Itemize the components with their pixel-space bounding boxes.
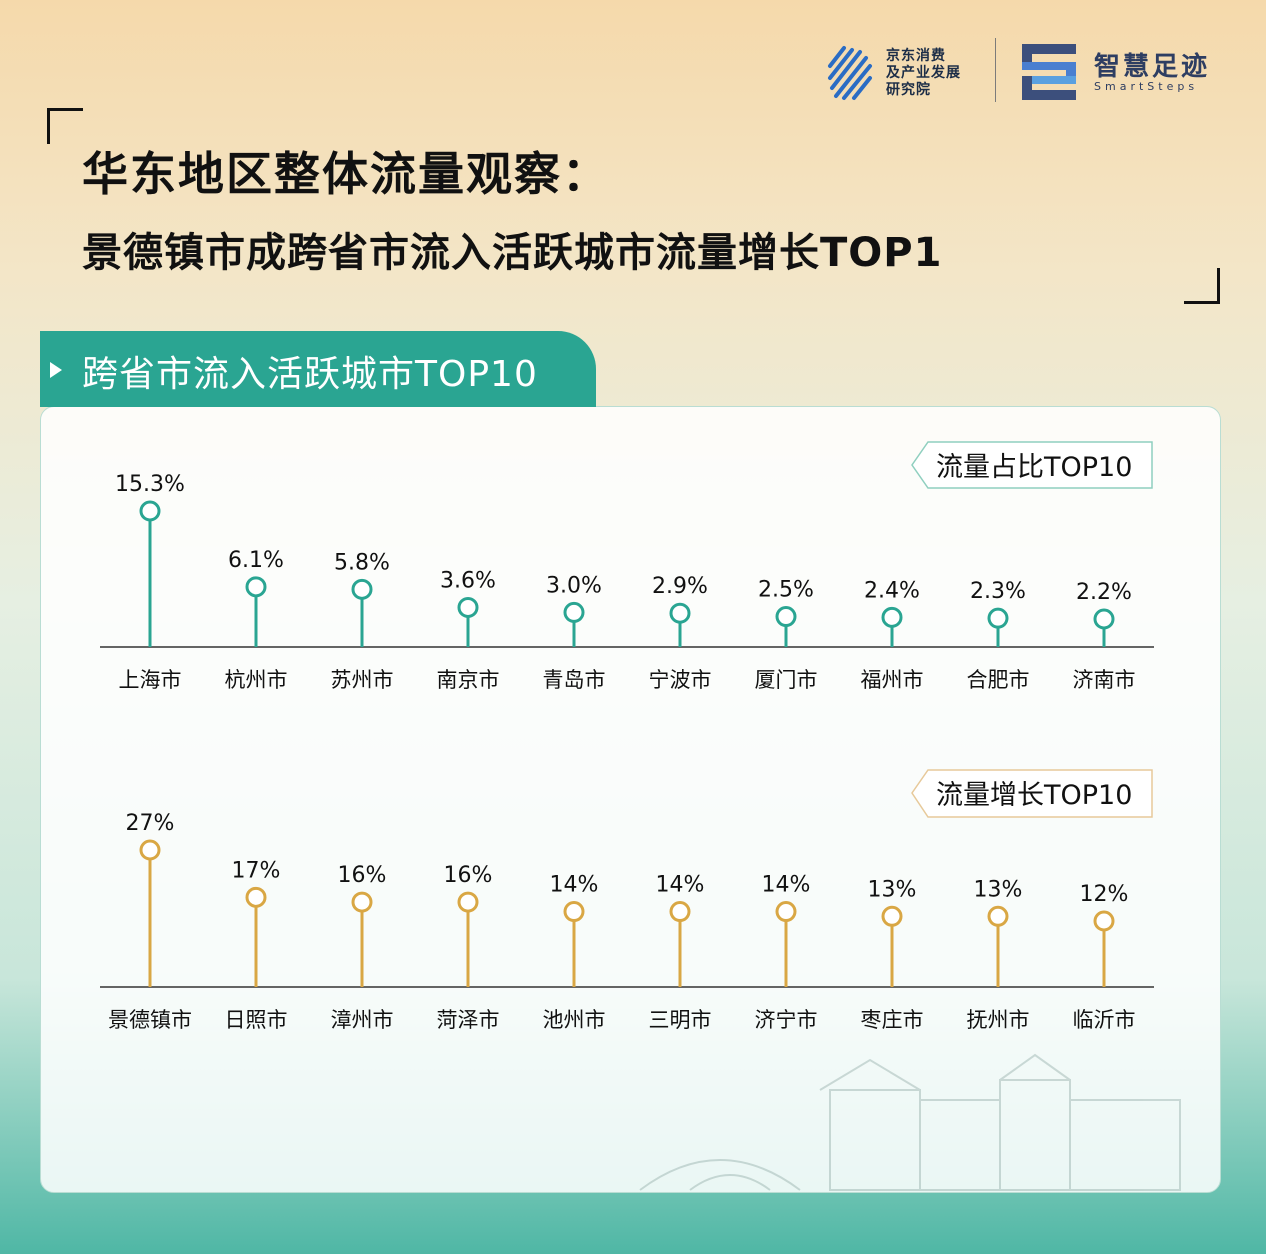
title-corner-top-left (47, 108, 83, 144)
chart-share-category-label: 杭州市 (225, 668, 288, 692)
chart-share-value-label: 3.6% (440, 568, 496, 593)
chart-share-category-label: 厦门市 (755, 668, 818, 692)
chart-share-point (881, 606, 903, 628)
chart-growth-category-label: 日照市 (225, 1008, 288, 1032)
chart-growth-point (139, 839, 161, 861)
chart-share-point (775, 606, 797, 628)
smartsteps-mark-icon (1022, 44, 1076, 100)
chart-share-title-tag: 流量占比TOP10 (911, 441, 1153, 489)
chart-growth-point (1093, 910, 1115, 932)
chart-growth-category-label: 济宁市 (755, 1008, 818, 1032)
chart-share-value-label: 5.8% (334, 550, 390, 575)
play-triangle-icon (50, 362, 62, 378)
chart-share-point (987, 607, 1009, 629)
logo-divider (995, 38, 996, 102)
chart-growth-point (669, 901, 691, 923)
chart-growth-title: 流量增长TOP10 (936, 780, 1132, 811)
chart-share-point (139, 500, 161, 522)
smartsteps-name: 智慧足迹 (1094, 52, 1211, 82)
jd-institute-logo: 京东消费 及产业发展 研究院 (826, 42, 986, 104)
chart-growth-point (457, 891, 479, 913)
chart-growth-category-label: 临沂市 (1073, 1008, 1136, 1032)
chart-share-point (457, 596, 479, 618)
chart-share-point (669, 602, 691, 624)
chart-growth-value-label: 12% (1080, 882, 1129, 907)
chart-share-value-label: 3.0% (546, 573, 602, 598)
chart-growth-category-label: 景德镇市 (108, 1008, 192, 1032)
chart-share-point (245, 576, 267, 598)
chart-growth-point (351, 891, 373, 913)
chart-share-value-label: 6.1% (228, 548, 284, 573)
jd-institute-line-3: 研究院 (886, 82, 931, 98)
chart-growth-value-label: 17% (232, 858, 281, 883)
chart-growth-category-label: 枣庄市 (861, 1008, 924, 1032)
section-tab-label: 跨省市流入活跃城市TOP10 (82, 354, 538, 395)
chart-growth-value-label: 13% (974, 877, 1023, 902)
chart-share-category-label: 福州市 (861, 668, 924, 692)
chart-share-value-label: 2.9% (652, 574, 708, 599)
jd-institute-line-1: 京东消费 (886, 48, 946, 64)
chart-growth-value-label: 13% (868, 877, 917, 902)
chart-share-value-label: 2.4% (864, 578, 920, 603)
chart-growth: 流量增长TOP10 27% 17% 16% 16% 14% 14% 14% 13% 13% 12%… (100, 769, 1154, 1032)
chart-share-value-label: 2.5% (758, 578, 814, 603)
chart-growth-point (987, 905, 1009, 927)
chart-growth-value-label: 14% (656, 873, 705, 898)
chart-share-title: 流量占比TOP10 (936, 452, 1132, 483)
smartsteps-sub: SmartSteps (1094, 80, 1199, 93)
page-subtitle: 景德镇市成跨省市流入活跃城市流量增长TOP1 (82, 230, 943, 276)
chart-growth-value-label: 14% (550, 873, 599, 898)
chart-growth-category-label: 菏泽市 (437, 1008, 500, 1032)
chart-growth-value-label: 16% (338, 863, 387, 888)
chart-share-category-label: 上海市 (119, 668, 182, 692)
scenery-decoration (639, 1053, 1181, 1191)
chart-share-value-label: 2.3% (970, 579, 1026, 604)
chart-growth-value-label: 14% (762, 873, 811, 898)
chart-share-category-label: 宁波市 (649, 668, 712, 692)
chart-share-category-label: 合肥市 (967, 668, 1030, 692)
chart-share-value-label: 15.3% (115, 472, 185, 497)
chart-growth-point (775, 901, 797, 923)
chart-growth-title-tag: 流量增长TOP10 (911, 769, 1153, 818)
jd-institute-mark-icon (828, 46, 872, 100)
chart-share-category-label: 青岛市 (543, 668, 606, 692)
page-title: 华东地区整体流量观察： (82, 147, 610, 201)
title-corner-bottom-right (1184, 268, 1220, 304)
chart-growth-value-label: 27% (126, 811, 175, 836)
chart-growth-point (563, 901, 585, 923)
chart-share-category-label: 苏州市 (331, 668, 394, 692)
chart-growth-category-label: 漳州市 (331, 1008, 394, 1032)
section-tab: 跨省市流入活跃城市TOP10 (40, 331, 596, 407)
chart-growth-value-label: 16% (444, 863, 493, 888)
chart-share-point (1093, 608, 1115, 630)
chart-growth-point (881, 905, 903, 927)
smartsteps-logo: 智慧足迹 SmartSteps (1022, 42, 1222, 104)
chart-share-point (563, 601, 585, 623)
jd-institute-line-2: 及产业发展 (886, 65, 961, 81)
chart-growth-category-label: 池州市 (543, 1008, 606, 1032)
chart-growth-point (245, 886, 267, 908)
chart-share-point (351, 578, 373, 600)
chart-share-category-label: 济南市 (1073, 668, 1136, 692)
chart-share: 流量占比TOP10 15.3% 6.1% 5.8% 3.6% 3.0% 2.9% 2.5% 2… (100, 441, 1154, 692)
chart-share-category-label: 南京市 (437, 668, 500, 692)
chart-growth-category-label: 三明市 (649, 1008, 712, 1032)
chart-share-value-label: 2.2% (1076, 580, 1132, 605)
chart-growth-category-label: 抚州市 (967, 1008, 1030, 1032)
